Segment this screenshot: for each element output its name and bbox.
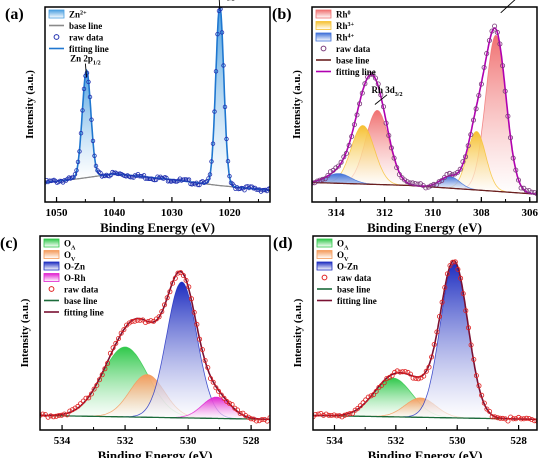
x-tick-label: 534 xyxy=(326,435,343,447)
x-tick-label: 1020 xyxy=(219,207,242,219)
legend-swatch xyxy=(44,251,59,259)
legend-swatch xyxy=(316,22,331,30)
legend-swatch xyxy=(317,251,332,259)
x-tick-label: 1040 xyxy=(103,207,126,219)
legend-swatch xyxy=(44,239,59,247)
annotation-arrow xyxy=(219,0,220,9)
x-tick-label: 532 xyxy=(117,435,134,447)
x-tick-label: 306 xyxy=(521,207,538,219)
legend-label: raw data xyxy=(69,33,104,43)
legend-swatch xyxy=(317,239,332,247)
legend-label: O-Rh xyxy=(64,273,86,283)
peak-annotation: Rh 3d3/2 xyxy=(371,85,402,98)
legend-label: raw data xyxy=(337,273,372,283)
x-tick-label: 532 xyxy=(388,435,405,447)
legend-label: fitting line xyxy=(69,44,109,54)
x-tick-label: 312 xyxy=(376,207,393,219)
legend-label: fitting line xyxy=(336,67,376,77)
legend-label: raw data xyxy=(336,44,371,54)
peak-zn2--1 xyxy=(204,6,236,187)
x-tick-label: 530 xyxy=(180,435,197,447)
x-tick-label: 308 xyxy=(473,207,490,219)
x-axis-label: Binding Energy (eV) xyxy=(100,220,215,235)
x-tick-label: 528 xyxy=(510,435,527,447)
chart-panel: 534 532 530 528 Binding Energy (eV) Intensity… xyxy=(0,235,273,458)
chart-panel: 314 312 310 308 306 Binding Energy (eV) Intens… xyxy=(272,0,539,235)
plot-area xyxy=(290,24,539,196)
x-axis-label: Binding Energy (eV) xyxy=(368,448,483,458)
legend-swatch xyxy=(49,10,64,18)
y-axis-label: Intensity (a.u.) xyxy=(24,70,36,139)
x-tick-label: 530 xyxy=(449,435,466,447)
legend-swatch xyxy=(317,262,332,270)
legend-swatch xyxy=(44,274,59,282)
peak-zn2--0 xyxy=(69,70,104,179)
x-tick-label: 534 xyxy=(54,435,71,447)
legend-marker xyxy=(321,46,326,51)
legend-label: Rh3+ xyxy=(336,21,355,31)
legend-label: Rh0 xyxy=(336,10,351,20)
chart-panel: 1050 1040 1030 1020 Binding Energy (eV) Inten… xyxy=(5,0,272,235)
x-tick-label: 310 xyxy=(425,207,442,219)
legend-label: base line xyxy=(336,56,369,66)
legend-label: Zn2+ xyxy=(69,10,87,20)
peak-o-zn-0 xyxy=(399,263,510,419)
legend-label: base line xyxy=(64,296,97,306)
legend-marker xyxy=(322,275,327,280)
legend-label: base line xyxy=(69,21,102,31)
legend-marker xyxy=(54,35,59,40)
x-tick-label: 528 xyxy=(243,435,260,447)
y-axis-label: Intensity (a.u.) xyxy=(291,70,303,139)
y-axis-label: Intensity (a.u.) xyxy=(19,298,31,367)
legend-label: fitting line xyxy=(64,308,104,318)
legend-swatch xyxy=(44,262,59,270)
x-tick-label: 314 xyxy=(328,207,345,219)
legend-label: Rh4+ xyxy=(336,33,355,43)
x-axis-label: Binding Energy (eV) xyxy=(367,220,482,235)
x-tick-label: 1030 xyxy=(161,207,184,219)
panel-label: (b) xyxy=(272,6,292,23)
legend-swatch xyxy=(316,33,331,41)
panel-label: (d) xyxy=(273,235,293,252)
chart-panel: 534 532 530 528 Binding Energy (eV) Intensity… xyxy=(273,235,539,458)
x-axis-label: Binding Energy (eV) xyxy=(98,448,213,458)
legend-label: O-Zn xyxy=(337,262,358,272)
legend-marker xyxy=(49,287,54,292)
legend-swatch xyxy=(316,10,331,18)
legend-label: raw data xyxy=(64,285,99,295)
y-axis-label: Intensity (a.u.) xyxy=(292,298,304,367)
x-tick-label: 1050 xyxy=(46,207,69,219)
panel-label: (c) xyxy=(0,235,18,252)
legend-label: fitting line xyxy=(337,296,377,306)
panel-label: (a) xyxy=(5,6,24,23)
legend-label: base line xyxy=(337,285,370,295)
legend-label: O-Zn xyxy=(64,262,85,272)
